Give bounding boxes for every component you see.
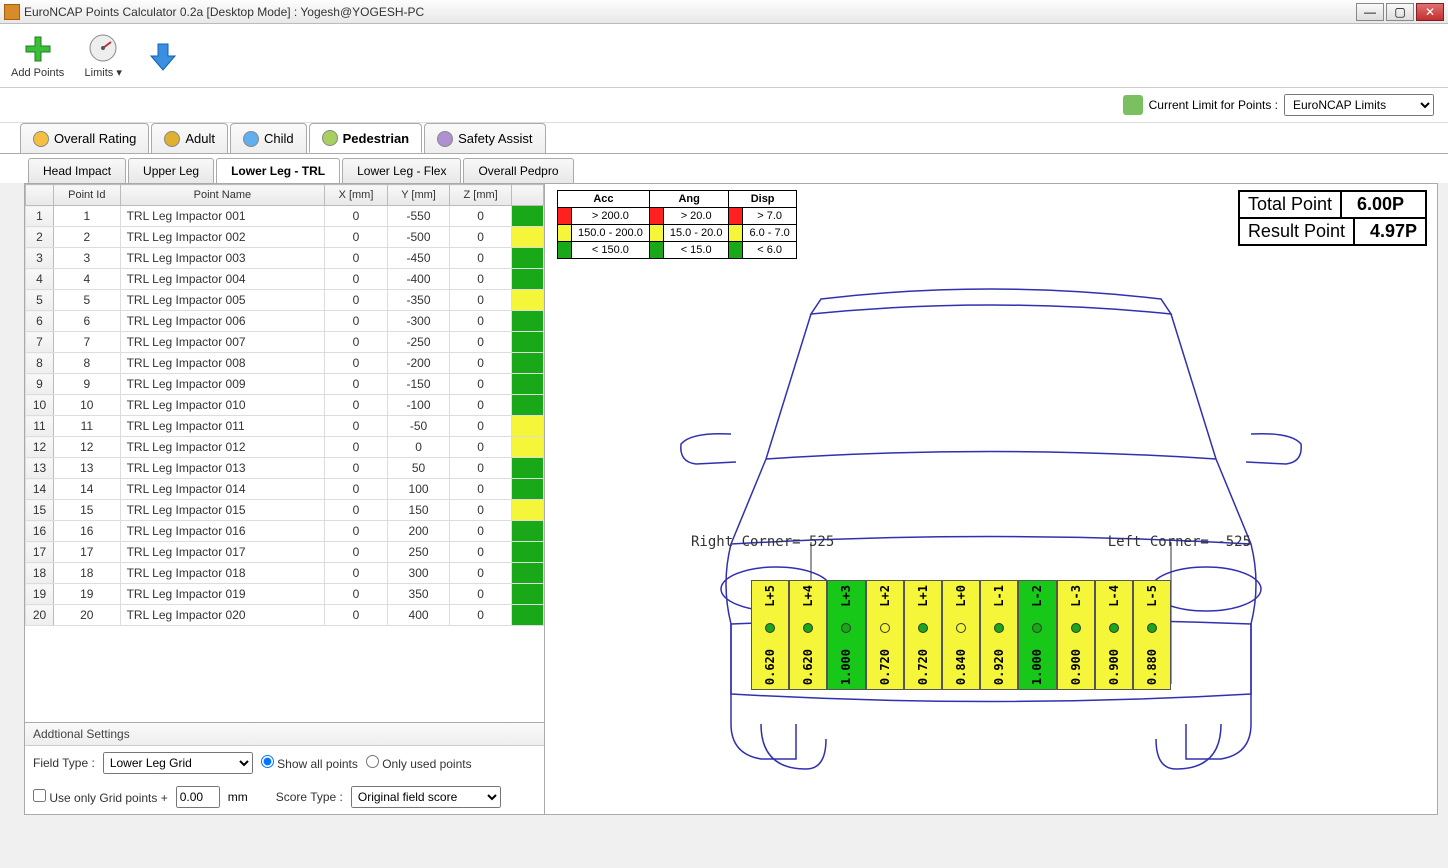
scoretype-label: Score Type : — [276, 790, 343, 804]
tab-pedestrian[interactable]: Pedestrian — [309, 123, 422, 153]
table-row[interactable]: 88TRL Leg Impactor 0080-2000 — [26, 353, 544, 374]
right-panel: AccAngDisp > 200.0> 20.0> 7.0150.0 - 200… — [545, 184, 1437, 814]
table-row[interactable]: 33TRL Leg Impactor 0030-4500 — [26, 248, 544, 269]
usegrid-check[interactable]: Use only Grid points + — [33, 789, 168, 805]
table-row[interactable]: 2020TRL Leg Impactor 02004000 — [26, 605, 544, 626]
threshold-legend: AccAngDisp > 200.0> 20.0> 7.0150.0 - 200… — [557, 190, 797, 259]
limit-icon — [1123, 95, 1143, 115]
impact-cell: L+31.000 — [827, 580, 865, 690]
fieldtype-label: Field Type : — [33, 756, 95, 770]
table-row[interactable]: 1616TRL Leg Impactor 01602000 — [26, 521, 544, 542]
result-point-label: Result Point — [1240, 219, 1355, 244]
table-row[interactable]: 1313TRL Leg Impactor 0130500 — [26, 458, 544, 479]
tab-adult[interactable]: Adult — [151, 123, 228, 153]
left-corner-label: Left Corner= -525 — [1108, 534, 1251, 550]
maximize-button[interactable]: ▢ — [1386, 3, 1414, 21]
impact-cell: L-10.920 — [980, 580, 1018, 690]
window-title: EuroNCAP Points Calculator 0.2a [Desktop… — [24, 5, 1354, 19]
minimize-button[interactable]: — — [1356, 3, 1384, 21]
scoretype-select[interactable]: Original field score — [351, 786, 501, 808]
gauge-icon — [87, 32, 119, 64]
table-row[interactable]: 1111TRL Leg Impactor 0110-500 — [26, 416, 544, 437]
settings-header: Addtional Settings — [25, 723, 544, 746]
main-tabs: Overall RatingAdultChildPedestrianSafety… — [0, 123, 1448, 153]
impact-cell: L+00.840 — [942, 580, 980, 690]
main-toolbar: Add Points Limits ▾ — [0, 24, 1448, 88]
down-arrow-icon — [133, 26, 193, 86]
table-row[interactable]: 1212TRL Leg Impactor 012000 — [26, 437, 544, 458]
table-row[interactable]: 1515TRL Leg Impactor 01501500 — [26, 500, 544, 521]
subtab-head-impact[interactable]: Head Impact — [28, 158, 126, 183]
mm-label: mm — [228, 790, 248, 804]
table-row[interactable]: 22TRL Leg Impactor 0020-5000 — [26, 227, 544, 248]
car-diagram: Right Corner= 525 Left Corner= -525 L+50… — [661, 284, 1321, 774]
limit-label: Current Limit for Points : — [1149, 98, 1278, 112]
onlyused-radio[interactable]: Only used points — [366, 755, 472, 771]
right-corner-label: Right Corner= 525 — [691, 534, 834, 550]
table-row[interactable]: 1919TRL Leg Impactor 01903500 — [26, 584, 544, 605]
left-panel: Point IdPoint NameX [mm]Y [mm]Z [mm] 11T… — [25, 184, 545, 814]
impact-cell: L+10.720 — [904, 580, 942, 690]
car-svg — [661, 284, 1321, 774]
points-table: Point IdPoint NameX [mm]Y [mm]Z [mm] 11T… — [25, 184, 544, 626]
table-row[interactable]: 99TRL Leg Impactor 0090-1500 — [26, 374, 544, 395]
app-icon — [4, 4, 20, 20]
showall-radio[interactable]: Show all points — [261, 755, 358, 771]
impact-cell: L+50.620 — [751, 580, 789, 690]
fieldtype-select[interactable]: Lower Leg Grid — [103, 752, 253, 774]
score-box: Total Point6.00P Result Point4.97P — [1238, 190, 1427, 246]
total-point-label: Total Point — [1240, 192, 1342, 217]
impact-bar-strip: L+50.620L+40.620L+31.000L+20.720L+10.720… — [751, 580, 1171, 690]
tab-child[interactable]: Child — [230, 123, 307, 153]
table-row[interactable]: 55TRL Leg Impactor 0050-3500 — [26, 290, 544, 311]
subtab-upper-leg[interactable]: Upper Leg — [128, 158, 214, 183]
table-row[interactable]: 44TRL Leg Impactor 0040-4000 — [26, 269, 544, 290]
table-row[interactable]: 77TRL Leg Impactor 0070-2500 — [26, 332, 544, 353]
subtab-overall-pedpro[interactable]: Overall Pedpro — [463, 158, 573, 183]
subtab-lower-leg-trl[interactable]: Lower Leg - TRL — [216, 158, 340, 183]
limits-label: Limits ▾ — [85, 66, 122, 79]
add-points-label: Add Points — [11, 67, 64, 79]
impact-cell: L-21.000 — [1018, 580, 1056, 690]
total-point-value: 6.00P — [1342, 192, 1412, 217]
result-point-value: 4.97P — [1355, 219, 1425, 244]
table-row[interactable]: 1010TRL Leg Impactor 0100-1000 — [26, 395, 544, 416]
add-points-button[interactable]: Add Points — [2, 26, 73, 86]
impact-cell: L-30.900 — [1057, 580, 1095, 690]
table-row[interactable]: 1818TRL Leg Impactor 01803000 — [26, 563, 544, 584]
limit-bar: Current Limit for Points : EuroNCAP Limi… — [0, 88, 1448, 123]
work-area: Point IdPoint NameX [mm]Y [mm]Z [mm] 11T… — [24, 183, 1438, 815]
additional-settings: Addtional Settings Field Type : Lower Le… — [25, 722, 544, 814]
impact-cell: L-40.900 — [1095, 580, 1133, 690]
table-row[interactable]: 66TRL Leg Impactor 0060-3000 — [26, 311, 544, 332]
table-row[interactable]: 1414TRL Leg Impactor 01401000 — [26, 479, 544, 500]
titlebar: EuroNCAP Points Calculator 0.2a [Desktop… — [0, 0, 1448, 24]
sub-tabs: Head ImpactUpper LegLower Leg - TRLLower… — [0, 153, 1448, 183]
impact-cell: L-50.880 — [1133, 580, 1171, 690]
impact-cell: L+20.720 — [866, 580, 904, 690]
close-button[interactable]: ✕ — [1416, 3, 1444, 21]
limit-select[interactable]: EuroNCAP Limits — [1284, 94, 1434, 116]
points-table-scroll[interactable]: Point IdPoint NameX [mm]Y [mm]Z [mm] 11T… — [25, 184, 544, 722]
table-row[interactable]: 11TRL Leg Impactor 0010-5500 — [26, 206, 544, 227]
subtab-lower-leg-flex[interactable]: Lower Leg - Flex — [342, 158, 461, 183]
table-row[interactable]: 1717TRL Leg Impactor 01702500 — [26, 542, 544, 563]
grid-offset-input[interactable] — [176, 786, 220, 808]
impact-cell: L+40.620 — [789, 580, 827, 690]
tab-overall-rating[interactable]: Overall Rating — [20, 123, 149, 153]
limits-button[interactable]: Limits ▾ — [73, 26, 133, 86]
tab-safety-assist[interactable]: Safety Assist — [424, 123, 545, 153]
plus-icon — [22, 33, 54, 65]
